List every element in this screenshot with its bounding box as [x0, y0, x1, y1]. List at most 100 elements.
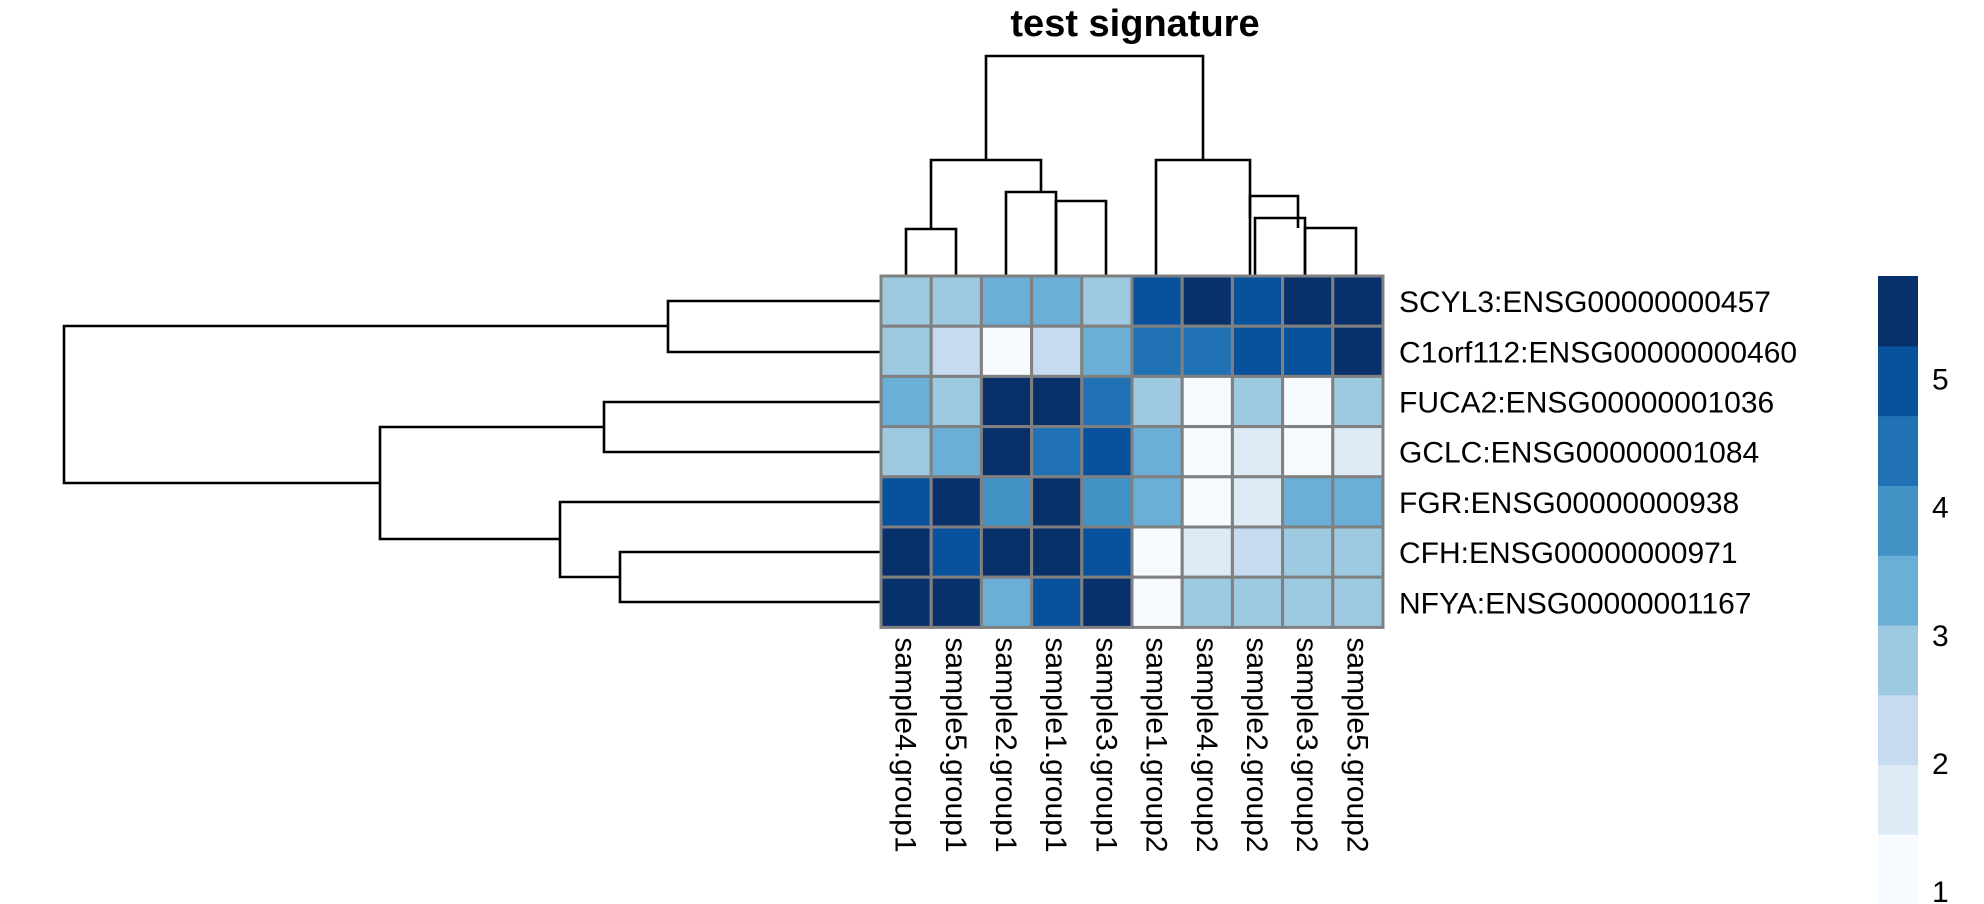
heatmap-cell	[1030, 475, 1084, 529]
chart-title: test signature	[1010, 3, 1259, 45]
heatmap-cell	[1080, 425, 1134, 479]
heatmap-cell	[929, 324, 983, 378]
heatmap-cell	[1130, 374, 1184, 429]
heatmap-cell	[979, 425, 1034, 479]
heatmap-cell	[879, 274, 933, 328]
column-label: sample2.group1	[989, 637, 1022, 852]
heatmap-cell	[879, 374, 933, 429]
heatmap-cell	[1180, 475, 1234, 529]
heatmap-cell	[979, 274, 1034, 328]
legend-swatch	[1878, 415, 1918, 486]
row-dendrogram	[62, 299, 881, 604]
column-label: sample5.group2	[1340, 637, 1373, 852]
row-label: C1orf112:ENSG00000000460	[1399, 336, 1797, 369]
heatmap-cell	[929, 374, 983, 429]
heatmap-cell	[1281, 575, 1335, 629]
heatmap-cell	[1331, 274, 1385, 328]
heatmap-cell	[1331, 324, 1385, 378]
heatmap-cell	[879, 475, 933, 529]
heatmap-cell	[1281, 475, 1335, 529]
heatmap-cell	[1281, 425, 1335, 479]
heatmap-cell	[1281, 374, 1335, 429]
heatmap-cell	[1030, 425, 1084, 479]
heatmap-cell	[1230, 374, 1285, 429]
heatmap-cell	[879, 575, 933, 629]
column-label: sample5.group1	[939, 637, 972, 852]
heatmap-cell	[1030, 374, 1084, 429]
heatmap-cell	[1030, 324, 1084, 378]
column-label: sample1.group1	[1039, 637, 1072, 852]
heatmap-cell	[929, 274, 983, 328]
row-label: FUCA2:ENSG00000001036	[1399, 387, 1774, 420]
heatmap-cell	[929, 525, 983, 579]
heatmap-cell	[1230, 575, 1285, 629]
heatmap-cell	[1130, 274, 1184, 328]
column-dendrogram	[904, 54, 1358, 276]
heatmap-cell	[1331, 425, 1385, 479]
heatmap-cell	[1331, 575, 1385, 629]
color-legend: 1 2 3 4 5	[1878, 276, 1949, 904]
row-label: FGR:ENSG00000000938	[1399, 487, 1739, 520]
legend-tick-label: 1	[1932, 876, 1949, 904]
legend-swatch	[1878, 624, 1918, 696]
column-label: sample1.group2	[1140, 637, 1173, 852]
column-labels: sample4.group1 sample5.group1 sample2.grou…	[889, 637, 1374, 852]
heatmap-cell	[1130, 475, 1184, 529]
column-label: sample4.group2	[1190, 637, 1223, 852]
heatmap-cell	[1030, 525, 1084, 579]
row-labels: SCYL3:ENSG00000000457 C1orf112:ENSG000000…	[1399, 286, 1797, 620]
row-label: SCYL3:ENSG00000000457	[1399, 286, 1771, 319]
heatmap-cell	[1281, 274, 1335, 328]
heatmap-cell	[929, 475, 983, 529]
heatmap-cell	[879, 324, 933, 378]
heatmap-cell	[1230, 324, 1285, 378]
heatmap-cell	[1331, 475, 1385, 529]
heatmap-cell	[1030, 575, 1084, 629]
column-label: sample4.group1	[889, 637, 922, 852]
heatmap-cell	[979, 374, 1034, 429]
heatmap-cell	[1281, 324, 1335, 378]
heatmap-cell	[1230, 475, 1285, 529]
heatmap-cell	[1080, 324, 1134, 378]
legend-swatch	[1878, 276, 1918, 347]
heatmap-cell	[1130, 525, 1184, 579]
heatmap-cell	[1230, 525, 1285, 579]
heatmap-cell	[879, 425, 933, 479]
legend-tick-label: 2	[1932, 748, 1949, 781]
row-label: NFYA:ENSG00000001167	[1399, 587, 1751, 620]
heatmap-cell	[1180, 374, 1234, 429]
legend-swatch	[1878, 485, 1918, 556]
heatmap-cells	[879, 274, 1385, 629]
heatmap-cell	[1080, 525, 1134, 579]
heatmap-cell	[1230, 274, 1285, 328]
heatmap-cell	[879, 525, 933, 579]
heatmap-cell	[1331, 525, 1385, 579]
heatmap-cell	[1331, 374, 1385, 429]
heatmap-cell	[1030, 274, 1084, 328]
heatmap-cell	[1180, 575, 1234, 629]
heatmap-cell	[1080, 374, 1134, 429]
heatmap-cell	[979, 575, 1034, 629]
heatmap-cell	[1180, 274, 1234, 328]
heatmap-cell	[929, 575, 983, 629]
legend-tick-label: 3	[1932, 620, 1949, 653]
heatmap-cell	[929, 425, 983, 479]
legend-swatch	[1878, 764, 1918, 835]
heatmap-cell	[1230, 425, 1285, 479]
legend-swatch	[1878, 555, 1918, 626]
heatmap-cell	[979, 475, 1034, 529]
heatmap-cell	[979, 525, 1034, 579]
heatmap-cell	[1080, 475, 1134, 529]
row-label: GCLC:ENSG00000001084	[1399, 437, 1759, 470]
legend-tick-label: 5	[1932, 364, 1949, 397]
heatmap-cell	[1281, 525, 1335, 579]
heatmap-cell	[1180, 425, 1234, 479]
heatmap-cell	[1080, 575, 1134, 629]
heatmap-cell	[1130, 324, 1184, 378]
legend-tick-label: 4	[1932, 492, 1949, 525]
legend-swatch	[1878, 834, 1918, 904]
heatmap-cell	[1130, 575, 1184, 629]
heatmap-cell	[1180, 525, 1234, 579]
column-label: sample2.group2	[1240, 637, 1273, 852]
